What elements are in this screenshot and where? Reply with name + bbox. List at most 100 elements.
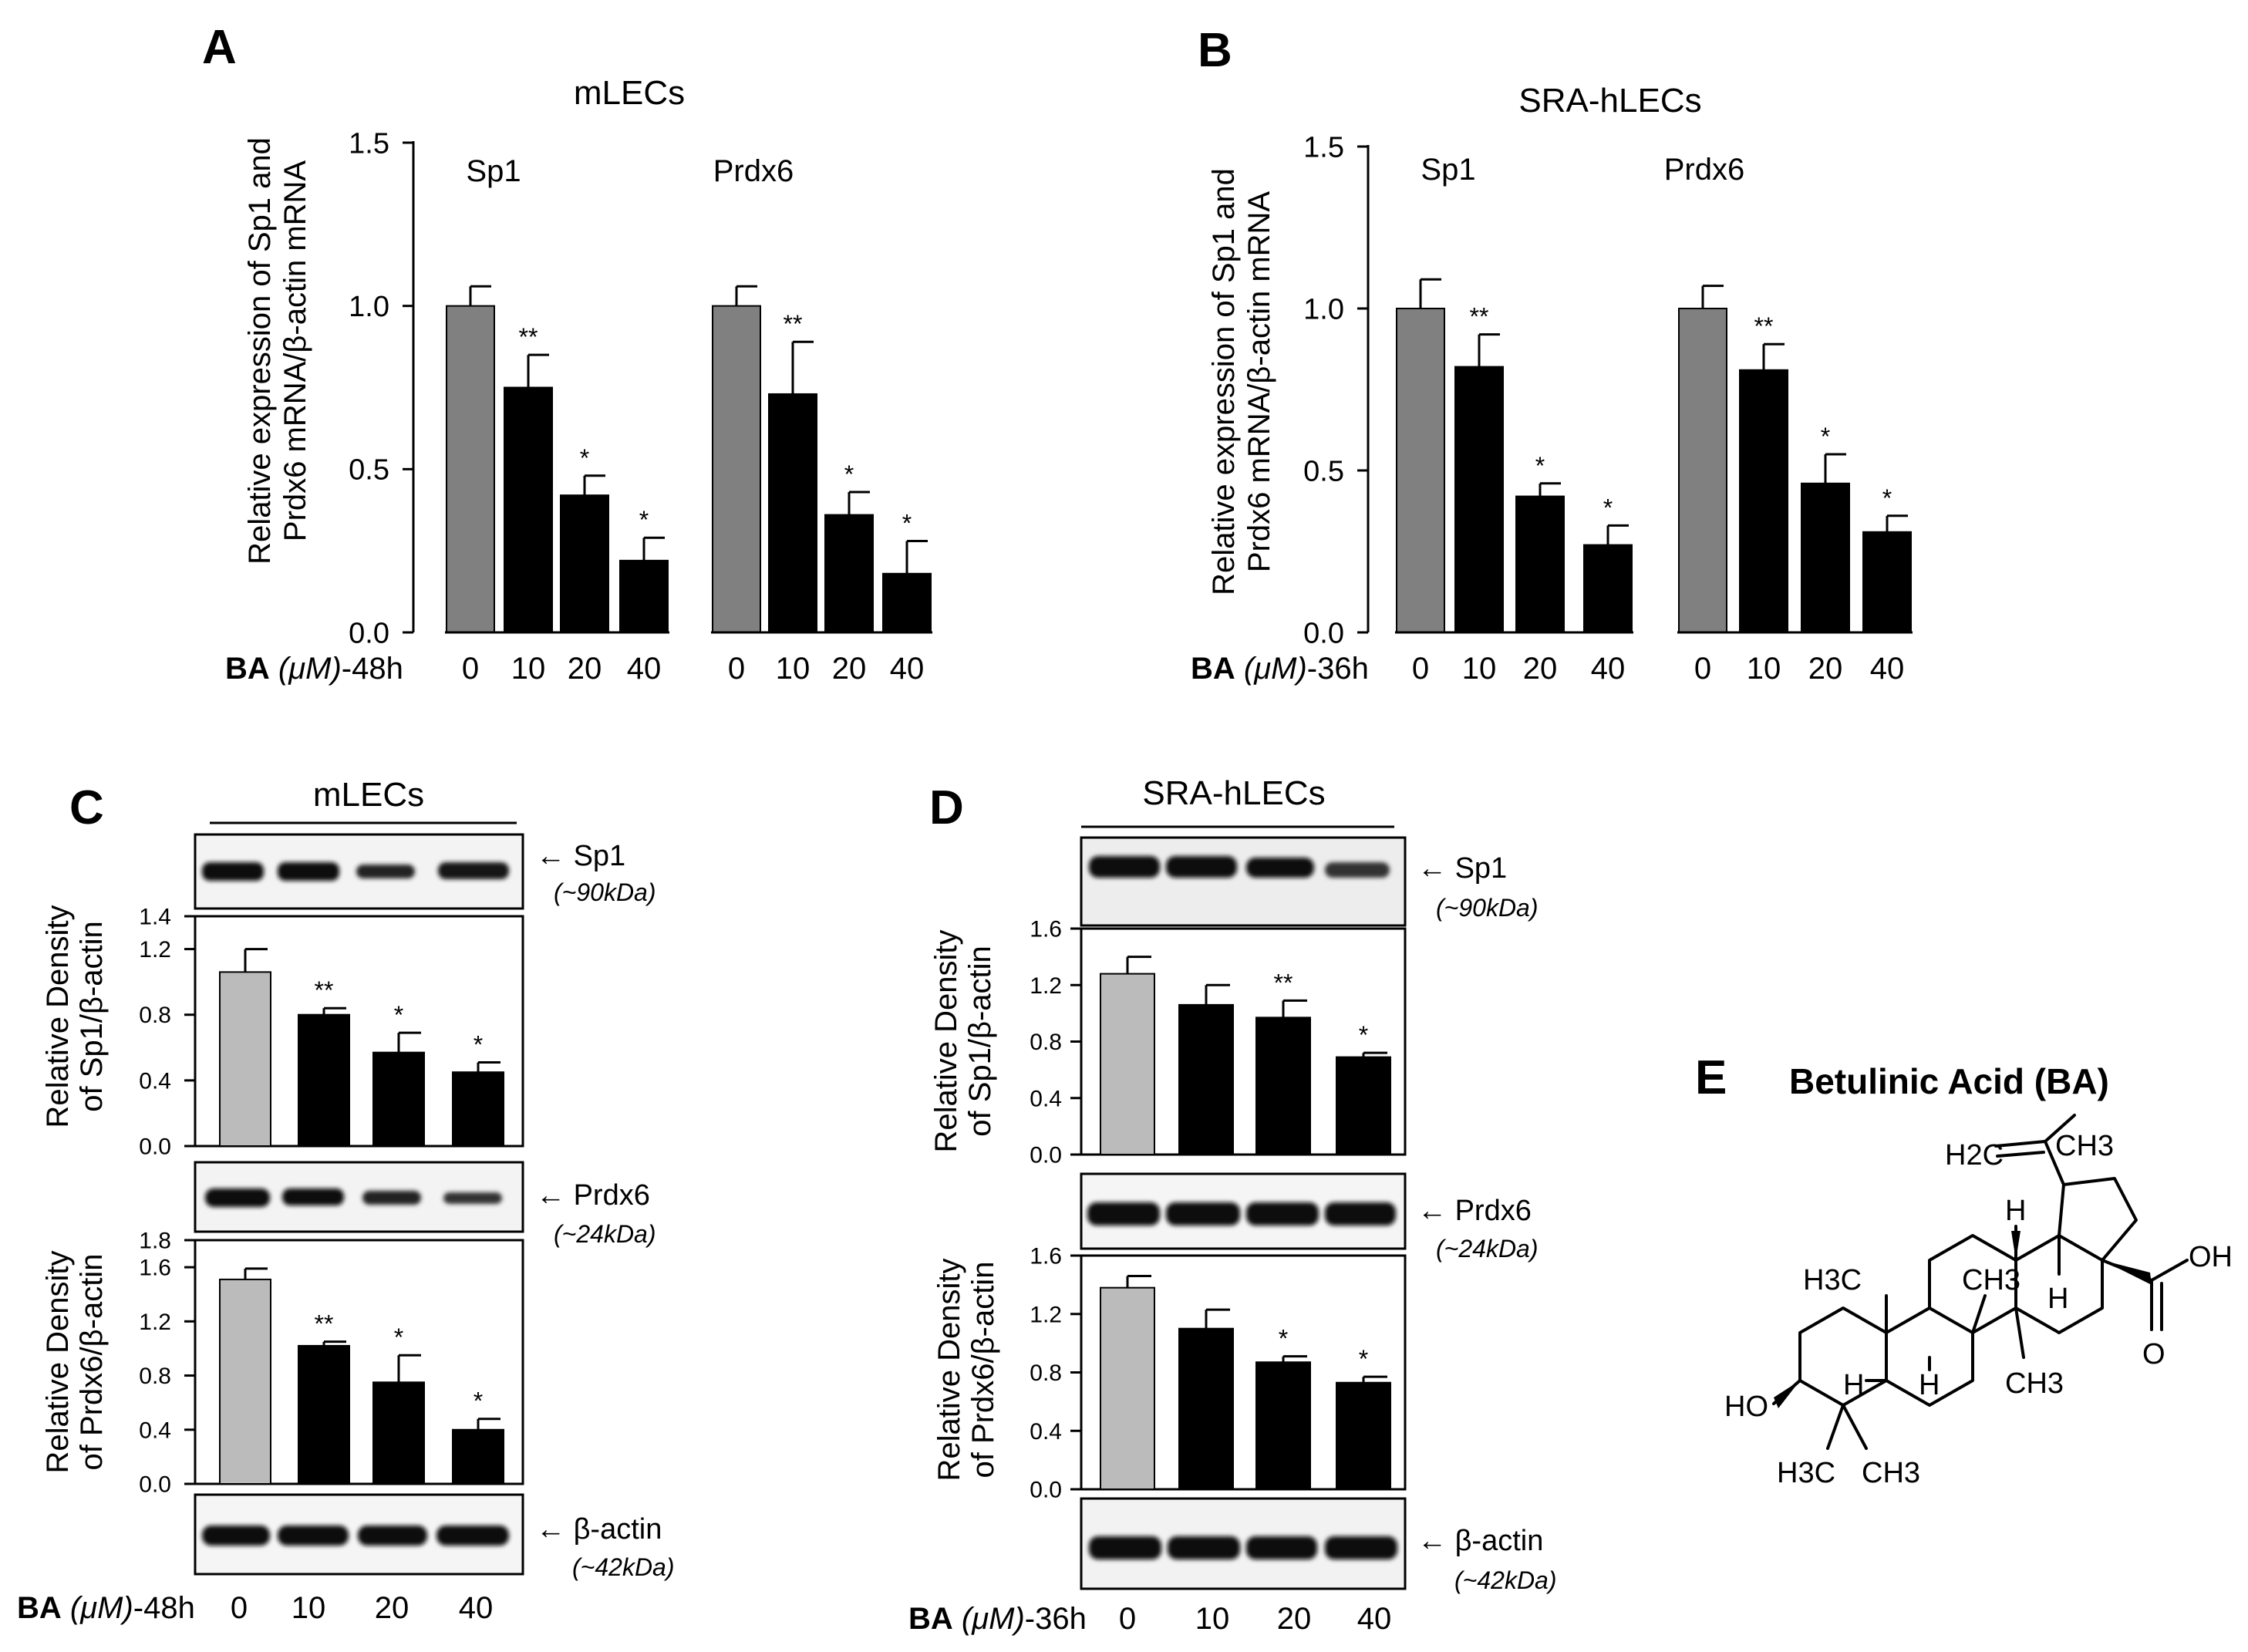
chart-a-bar — [619, 559, 669, 633]
chart-d2-bar — [1336, 1381, 1391, 1490]
panel-b-chart: 0.0 0.5 1.0 1.5 0 ** 10 * 20 * 40 0 ** 10 * 20 * 40 — [1303, 131, 1913, 686]
panel-a-treatment-unit: (μM) — [278, 652, 342, 686]
chart-b-bar — [1862, 531, 1912, 633]
chart-c1-bar — [372, 1051, 425, 1147]
chart-d1-ytick-label: 0.0 — [1030, 1143, 1062, 1168]
chart-a-bar — [446, 305, 495, 633]
panel-d-actin-band-10 — [1168, 1536, 1240, 1559]
chart-c1-ytick-label: 1.2 — [139, 937, 171, 963]
chart-b-bar — [1515, 495, 1565, 633]
chart-b-significance: ** — [1470, 303, 1489, 331]
panel-d-actin-kda: (~42kDa) — [1454, 1566, 1557, 1594]
chart-d2-ytick-label: 0.8 — [1030, 1360, 1062, 1386]
panel-d-sp1-band-40 — [1325, 862, 1390, 878]
chart-d1-bar — [1336, 1056, 1391, 1156]
panel-d-actin-arrow: ← — [1417, 1525, 1447, 1557]
panel-d-prdx6-band-40 — [1325, 1202, 1396, 1226]
methyl-bond-c14 — [2014, 1306, 2025, 1359]
chart-d1-ytick-label: 0.8 — [1030, 1030, 1062, 1055]
chart-b-xtick-label: 20 — [1808, 652, 1843, 686]
panel-a-title: mLECs — [574, 74, 685, 112]
chart-a-xtick-label: 40 — [627, 652, 662, 686]
chart-b-significance: ** — [1754, 312, 1774, 340]
panel-c-title: mLECs — [313, 776, 424, 814]
chart-c2-bar — [298, 1344, 350, 1485]
panel-d-sp1-arrow: ← — [1417, 852, 1447, 885]
chart-a-bar — [712, 305, 761, 633]
panel-e: E Betulinic Acid (BA) — [1695, 1051, 2233, 1489]
chart-b-bar — [1396, 308, 1445, 633]
chart-b-bar — [1454, 366, 1504, 633]
panel-a-treatment-time: -48h — [342, 652, 403, 686]
chart-d2-ytick-label: 1.6 — [1030, 1244, 1062, 1269]
chart-d2-bar — [1100, 1286, 1155, 1490]
panel-d-treatment-label: BA (μM)-36h — [908, 1602, 1087, 1636]
panel-d-prdx6-kda: (~24kDa) — [1436, 1235, 1539, 1263]
panel-a-treatment-label: BA (μM)-48h — [225, 652, 403, 686]
chart-d2-significance: * — [1279, 1325, 1288, 1353]
chart-a-significance: * — [902, 509, 912, 537]
xcats-C-label: 20 — [375, 1591, 409, 1625]
panel-d-prdx6-name: Prdx6 — [1455, 1195, 1532, 1227]
panel-c-sp1-band-10 — [278, 862, 339, 881]
chart-c1-significance: * — [394, 1001, 403, 1029]
chart-a-ytick-label: 0.5 — [349, 454, 389, 487]
panel-c-actin-name: β-actin — [574, 1513, 662, 1546]
panel-b-group-sp1: Sp1 — [1421, 153, 1475, 187]
chart-c2-ytick-label: 1.6 — [139, 1256, 171, 1281]
panel-d-sp1-ylabel-line2: of Sp1/β-actin — [963, 946, 997, 1137]
isopropenyl-double-1 — [1994, 1140, 2047, 1148]
chart-a-xtick-label: 20 — [832, 652, 867, 686]
chart-a-significance: * — [844, 460, 854, 488]
panel-d-actin-label: ← β-actin — [1417, 1525, 1543, 1557]
chart-c1-bar — [298, 1013, 350, 1147]
panel-a-treatment-bold: BA — [225, 652, 270, 686]
panel-c-prdx6-label: ← Prdx6 — [536, 1179, 650, 1212]
chart-a-ytick-label: 0.0 — [349, 617, 389, 649]
panel-b-ylabel: Relative expression of Sp1 and Prdx6 mRN… — [1207, 168, 1276, 595]
chart-b-xtick-label: 40 — [1591, 652, 1626, 686]
label-h3c-10: H3C — [1803, 1264, 1862, 1296]
chart-a-bar — [824, 514, 874, 633]
panel-b-treatment-unit: (μM) — [1244, 652, 1307, 686]
wedge-bond-c17 — [2102, 1260, 2152, 1285]
panel-letter-e: E — [1695, 1051, 1727, 1104]
panel-a: A mLECs Relative expression of Sp1 and P… — [202, 21, 932, 686]
panel-c-prdx6-chart: 0.00.40.81.21.61.8** ** — [139, 1229, 504, 1498]
label-ch3-4b: CH3 — [1862, 1457, 1920, 1489]
panel-letter-c: C — [69, 781, 104, 834]
panel-c-sp1-ylabel-line2: of Sp1/β-actin — [75, 921, 109, 1112]
panel-c-prdx6-ylabel: Relative Density of Prdx6/β-actin — [41, 1250, 109, 1473]
chart-d1-bar — [1255, 1016, 1311, 1156]
label-h2c: H2C — [1945, 1139, 2004, 1172]
chart-c1-significance: ** — [315, 976, 334, 1004]
chart-c2-significance: ** — [315, 1310, 334, 1338]
panel-a-group-prdx6: Prdx6 — [713, 154, 794, 188]
ring-e-bonds — [2058, 1177, 2138, 1262]
panel-c-actin-label: ← β-actin — [536, 1513, 662, 1546]
panel-c-treatment-time: -48h — [133, 1591, 195, 1625]
chart-c2-bar — [219, 1278, 271, 1485]
chart-a-xtick-label: 40 — [890, 652, 925, 686]
panel-c-actin-band-40 — [436, 1526, 509, 1546]
panel-b: B SRA-hLECs Relative expression of Sp1 a… — [1191, 24, 1913, 686]
panel-d-sp1-band-20 — [1246, 858, 1314, 878]
isopropenyl-double-2 — [1996, 1151, 2045, 1158]
chart-d1-significance: * — [1359, 1021, 1368, 1049]
chart-c1-ytick-label: 0.4 — [139, 1068, 171, 1094]
panel-letter-a: A — [202, 21, 237, 74]
chart-a-xtick-label: 0 — [462, 652, 479, 686]
panel-c-sp1-ylabel: Relative Density of Sp1/β-actin — [41, 905, 109, 1128]
label-h3c-4a: H3C — [1777, 1457, 1835, 1489]
chart-a-xtick-label: 0 — [728, 652, 745, 686]
chart-c2-significance: * — [394, 1323, 403, 1351]
chart-b-xtick-label: 0 — [1412, 652, 1429, 686]
panel-b-title: SRA-hLECs — [1518, 82, 1701, 120]
chart-a-significance: * — [580, 444, 589, 472]
chart-d1-bar — [1178, 1003, 1234, 1155]
chart-c1-bar — [452, 1071, 504, 1147]
chart-d2-significance: * — [1359, 1345, 1368, 1373]
panel-d-prdx6-ylabel-line1: Relative Density — [932, 1258, 966, 1481]
xcats-D-label: 10 — [1195, 1602, 1230, 1636]
